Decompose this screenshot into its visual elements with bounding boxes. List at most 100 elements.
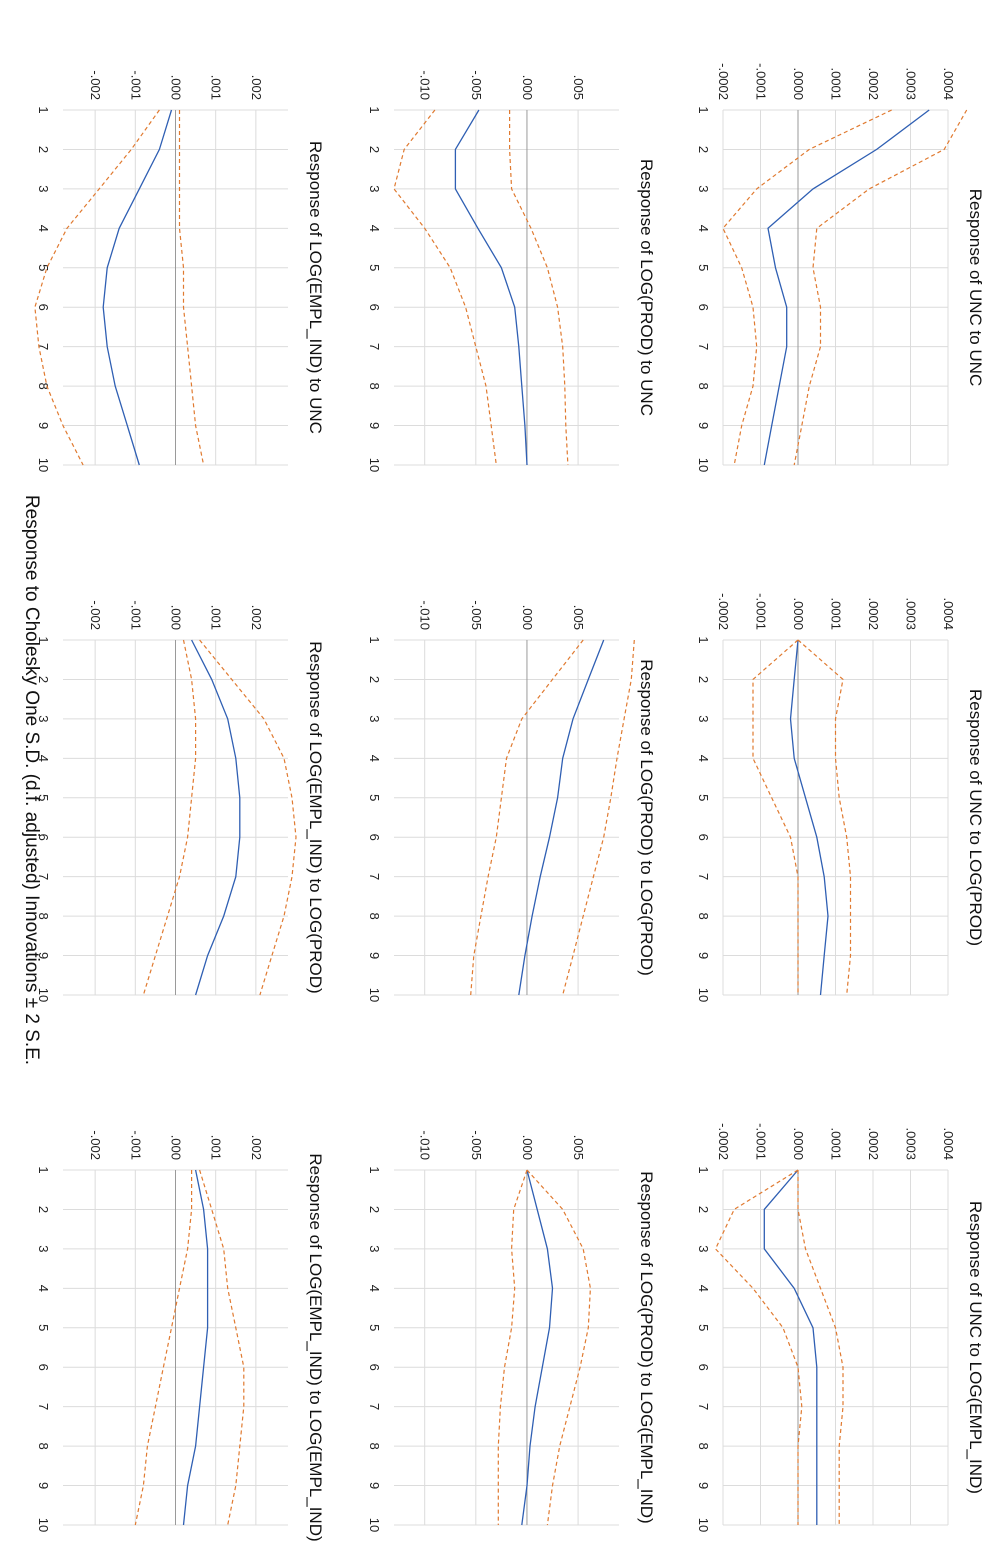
x-tick-label: 9 bbox=[367, 1482, 382, 1489]
lower-band-line bbox=[470, 639, 584, 996]
x-tick-label: 1 bbox=[36, 1166, 51, 1173]
x-tick-label: 4 bbox=[696, 225, 711, 232]
x-tick-label: 2 bbox=[367, 146, 382, 153]
x-tick-label: 5 bbox=[696, 794, 711, 801]
x-tick-label: 8 bbox=[696, 912, 711, 919]
y-tick-label: .0001 bbox=[829, 1127, 844, 1160]
y-tick-label: .005 bbox=[571, 75, 586, 100]
x-tick-label: 4 bbox=[367, 225, 382, 232]
upper-band-line bbox=[199, 639, 297, 996]
upper-band-line bbox=[562, 639, 635, 996]
x-tick-label: 5 bbox=[36, 264, 51, 271]
y-tick-label: -.0002 bbox=[716, 1123, 731, 1160]
x-tick-label: 6 bbox=[696, 834, 711, 841]
x-tick-label: 9 bbox=[36, 1482, 51, 1489]
x-tick-label: 7 bbox=[696, 343, 711, 350]
response-line bbox=[789, 639, 829, 996]
panel-grid: Response of UNC to UNC.0004.0003.0002.00… bbox=[34, 63, 985, 1542]
x-tick-label: 3 bbox=[696, 185, 711, 192]
y-tick-label: .000 bbox=[520, 605, 535, 630]
x-tick-label: 4 bbox=[36, 1285, 51, 1292]
x-tick-label: 1 bbox=[36, 636, 51, 643]
y-tick-label: .0001 bbox=[829, 597, 844, 630]
x-tick-label: 10 bbox=[367, 988, 382, 1002]
x-tick-label: 4 bbox=[367, 1285, 382, 1292]
response-line bbox=[454, 109, 528, 466]
x-tick-label: 1 bbox=[696, 106, 711, 113]
y-tick-label: -.010 bbox=[418, 70, 433, 100]
irf-panel: Response of LOG(PROD) to UNC .005 .000 -.00… bbox=[367, 70, 656, 472]
x-tick-label: 2 bbox=[36, 676, 51, 683]
irf-panel: Response of LOG(PROD) to LOG(EMPL_IND) .0… bbox=[367, 1130, 656, 1532]
panel-title: Response of LOG(PROD) to LOG(EMPL_IND) bbox=[637, 1171, 656, 1523]
panel-title: Response of LOG(EMPL_IND) to LOG(EMPL_IN… bbox=[306, 1153, 325, 1541]
x-tick-label: 4 bbox=[367, 755, 382, 762]
response-line bbox=[518, 639, 605, 996]
y-tick-label: .0003 bbox=[904, 1127, 919, 1160]
y-tick-label: .005 bbox=[571, 605, 586, 630]
irf-panel: Response of UNC to LOG(PROD) .0004 .0003 .0… bbox=[696, 593, 985, 1002]
upper-band-line bbox=[793, 109, 968, 466]
response-line bbox=[521, 1169, 554, 1526]
x-tick-label: 6 bbox=[36, 304, 51, 311]
x-tick-label: 6 bbox=[367, 1364, 382, 1371]
x-tick-label: 5 bbox=[36, 794, 51, 801]
upper-band-line bbox=[178, 110, 205, 466]
x-tick-label: 3 bbox=[367, 715, 382, 722]
x-tick-label: 7 bbox=[696, 873, 711, 880]
y-tick-label: .0004 bbox=[941, 67, 956, 100]
y-tick-label: .002 bbox=[249, 605, 264, 630]
x-tick-label: 3 bbox=[367, 185, 382, 192]
irf-panel: Response of LOG(EMPL_IND) to LOG(PROD) .0… bbox=[36, 600, 325, 1002]
upper-band-line bbox=[199, 1169, 245, 1526]
panel-title: Response of UNC to LOG(EMPL_IND) bbox=[966, 1201, 985, 1494]
y-tick-label: .0003 bbox=[904, 597, 919, 630]
y-tick-label: .002 bbox=[249, 1135, 264, 1160]
x-tick-label: 4 bbox=[696, 1285, 711, 1292]
x-tick-label: 5 bbox=[36, 1324, 51, 1331]
y-tick-label: .0003 bbox=[904, 67, 919, 100]
x-tick-label: 8 bbox=[36, 1442, 51, 1449]
irf-panel: Response of LOG(EMPL_IND) to LOG(EMPL_IN… bbox=[36, 1130, 325, 1541]
panel-title: Response of LOG(EMPL_IND) to LOG(PROD) bbox=[306, 641, 325, 993]
x-tick-label: 6 bbox=[696, 1364, 711, 1371]
x-tick-label: 8 bbox=[696, 1442, 711, 1449]
y-tick-label: .001 bbox=[209, 605, 224, 630]
lower-band-line bbox=[714, 1169, 803, 1525]
y-tick-label: .002 bbox=[249, 75, 264, 100]
y-tick-label: .0002 bbox=[866, 1127, 881, 1160]
panel-title: Response of LOG(PROD) to UNC bbox=[637, 159, 656, 416]
irf-panel: Response of UNC to UNC .0004 .0003 .0002 .00… bbox=[696, 63, 985, 472]
y-tick-label: .000 bbox=[169, 1135, 184, 1160]
x-tick-label: 3 bbox=[36, 1245, 51, 1252]
irf-panel: Response of UNC to LOG(EMPL_IND) .0004 .00… bbox=[696, 1123, 985, 1532]
x-tick-label: 7 bbox=[36, 1403, 51, 1410]
x-tick-label: 7 bbox=[696, 1403, 711, 1410]
x-tick-label: 10 bbox=[36, 1518, 51, 1532]
upper-band-line bbox=[509, 110, 569, 466]
y-tick-label: .000 bbox=[520, 1135, 535, 1160]
y-tick-label: -.005 bbox=[469, 1130, 484, 1160]
x-tick-label: 4 bbox=[36, 755, 51, 762]
x-tick-label: 8 bbox=[696, 382, 711, 389]
x-tick-label: 7 bbox=[367, 873, 382, 880]
x-tick-label: 2 bbox=[36, 146, 51, 153]
lower-band-line bbox=[497, 1169, 528, 1525]
y-tick-label: .0002 bbox=[866, 67, 881, 100]
x-tick-label: 10 bbox=[696, 458, 711, 472]
lower-band-line bbox=[393, 109, 497, 466]
x-tick-label: 10 bbox=[36, 458, 51, 472]
x-tick-label: 3 bbox=[36, 715, 51, 722]
y-tick-label: -.001 bbox=[128, 600, 143, 630]
x-tick-label: 1 bbox=[696, 1166, 711, 1173]
x-tick-label: 8 bbox=[367, 912, 382, 919]
y-tick-label: .0001 bbox=[829, 67, 844, 100]
panel-title: Response of UNC to LOG(PROD) bbox=[966, 689, 985, 946]
x-tick-label: 9 bbox=[36, 952, 51, 959]
x-tick-label: 1 bbox=[367, 636, 382, 643]
lower-band-line bbox=[752, 639, 799, 995]
x-tick-label: 10 bbox=[696, 988, 711, 1002]
y-tick-label: -.002 bbox=[88, 70, 103, 100]
x-tick-label: 9 bbox=[367, 952, 382, 959]
y-tick-label: .005 bbox=[571, 1135, 586, 1160]
